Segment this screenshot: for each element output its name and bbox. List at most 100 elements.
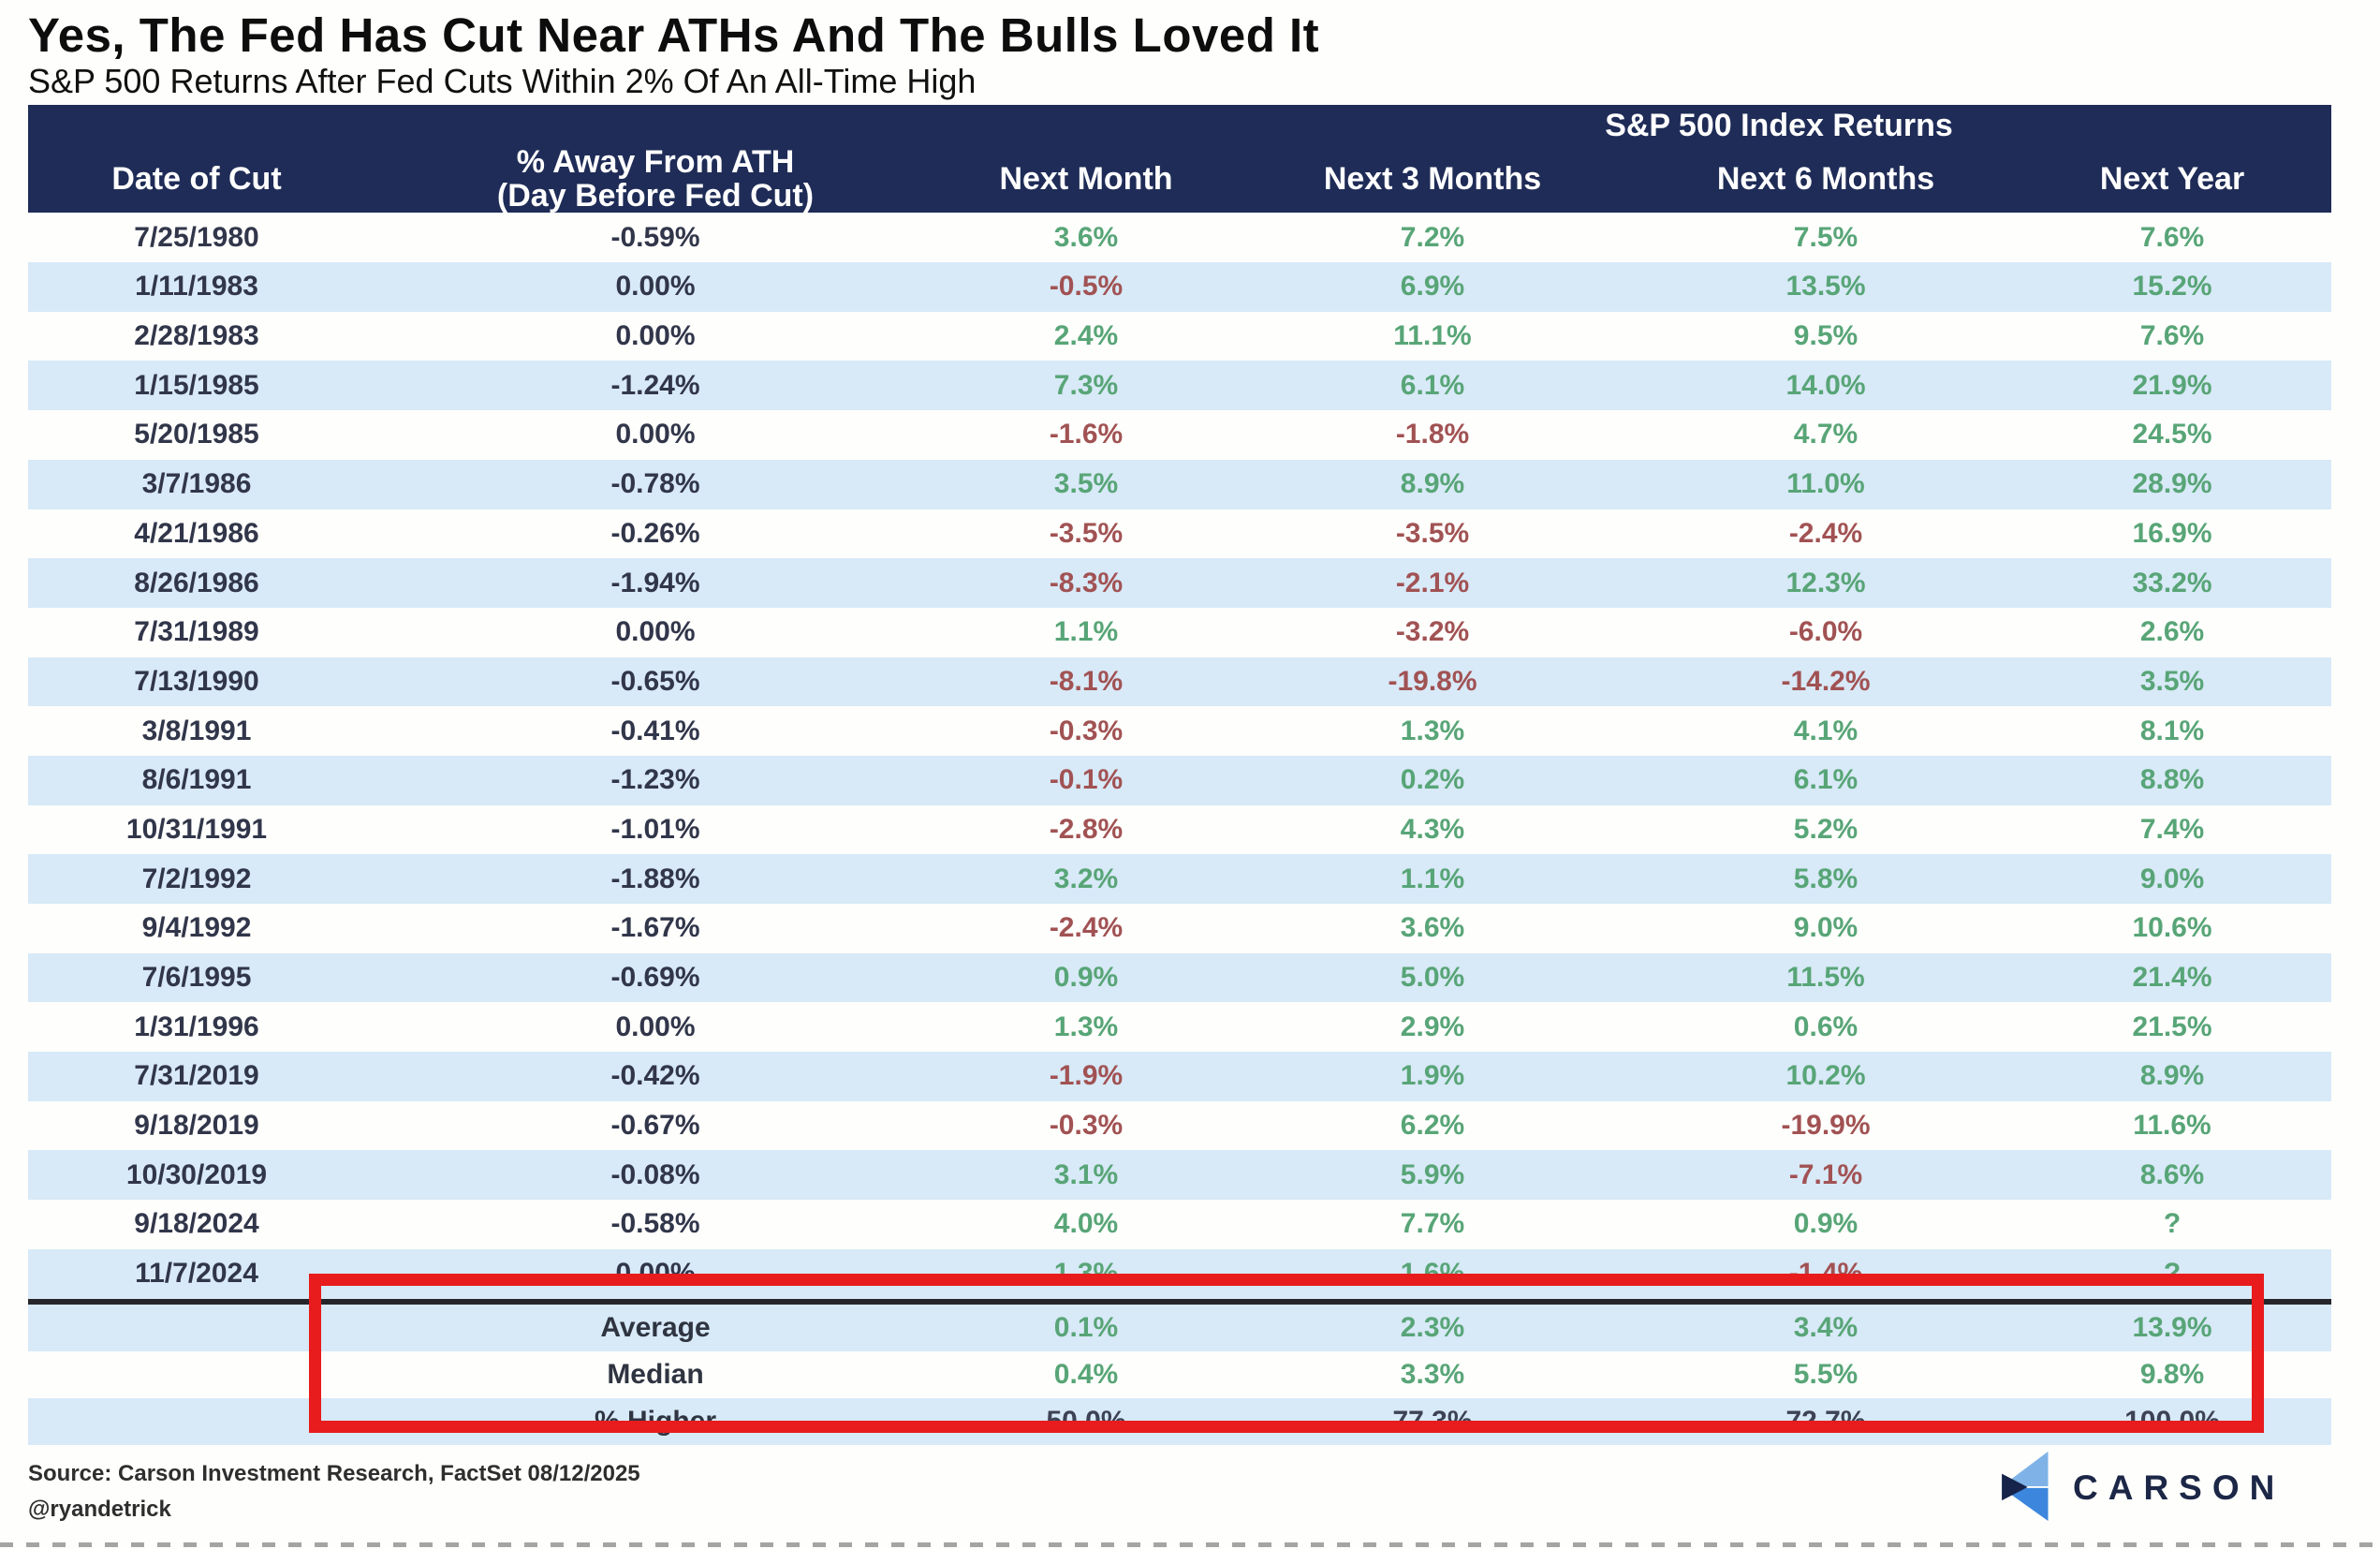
- return-cell: 13.5%: [1638, 262, 2013, 312]
- return-cell: 7.5%: [1793, 221, 1858, 253]
- table-row: 1/31/1996 0.00% 1.3% 2.9% 0.6% 21.5%: [28, 1002, 2331, 1052]
- bottom-dashed-line: [0, 1542, 2380, 1547]
- away-from-ath-cell: -1.67%: [610, 912, 700, 944]
- return-cell: 7.7%: [1400, 1208, 1465, 1240]
- return-cell: -2.8%: [1049, 813, 1124, 845]
- return-cell: 9.5%: [1793, 320, 1858, 352]
- author-handle: @ryandetrick: [28, 1497, 171, 1522]
- return-cell: -0.1%: [946, 755, 1227, 805]
- return-cell: 11.1%: [1393, 320, 1472, 352]
- return-cell: 0.9%: [1793, 1208, 1858, 1240]
- summary-spacer-cell: [28, 1397, 365, 1445]
- date-cell: 7/2/1992: [28, 854, 365, 904]
- return-cell: -2.1%: [1227, 558, 1638, 608]
- summary-value-cell: 5.5%: [1793, 1358, 1858, 1390]
- return-cell: 1.1%: [1053, 616, 1119, 648]
- away-from-ath-cell: -0.41%: [610, 715, 700, 746]
- date-cell: 7/31/2019: [28, 1052, 365, 1101]
- table-row: 7/31/1989 0.00% 1.1% -3.2% -6.0% 2.6%: [28, 608, 2331, 657]
- return-cell: 8.6%: [2013, 1150, 2332, 1201]
- carson-chevron-icon: [1994, 1450, 2049, 1526]
- return-cell: -1.6%: [1049, 419, 1124, 450]
- away-from-ath-cell: -0.78%: [365, 459, 946, 509]
- return-cell: -2.4%: [1049, 912, 1124, 944]
- return-cell: 5.2%: [1793, 813, 1858, 845]
- away-from-ath-cell: 0.00%: [365, 1248, 946, 1302]
- summary-label: % Higher: [365, 1397, 946, 1445]
- return-cell: 7.6%: [2139, 320, 2205, 352]
- carson-logo-text: CARSON: [2073, 1468, 2285, 1507]
- summary-value-cell: 100.0%: [2013, 1397, 2332, 1445]
- return-cell: 7.6%: [2139, 221, 2205, 253]
- group-header-spacer: [28, 105, 1227, 146]
- summary-value-cell: 13.9%: [2013, 1298, 2332, 1351]
- group-header-row: S&P 500 Index Returns: [28, 105, 2332, 146]
- return-cell: 0.2%: [1227, 755, 1638, 805]
- return-cell: -6.0%: [1788, 616, 1863, 648]
- table-row: 11/7/2024 0.00% 1.3% 1.6% -1.4%?: [28, 1248, 2332, 1302]
- summary-label: Median: [607, 1358, 704, 1390]
- return-cell: 1.6%: [1227, 1248, 1638, 1302]
- return-cell: 1.9%: [1227, 1052, 1638, 1101]
- away-from-ath-cell: 0.00%: [615, 616, 696, 648]
- return-cell: 8.9%: [1227, 459, 1638, 509]
- date-cell: 5/20/1985: [134, 419, 259, 450]
- summary-row: Average 0.1% 2.3% 3.4% 13.9%: [28, 1298, 2332, 1351]
- table-row: 7/31/2019 -0.42% -1.9% 1.9% 10.2% 8.9%: [28, 1052, 2332, 1101]
- return-cell: 5.8%: [1638, 854, 2013, 904]
- return-cell: 24.5%: [2132, 419, 2212, 450]
- table-row: 1/11/1983 0.00% -0.5% 6.9% 13.5% 15.2%: [28, 262, 2332, 312]
- date-cell: 9/18/2024: [134, 1208, 259, 1240]
- return-cell: -19.8%: [1227, 656, 1638, 707]
- return-cell: -1.8%: [1395, 419, 1470, 450]
- away-from-ath-cell: -0.08%: [365, 1150, 946, 1201]
- table-row: 10/30/2019 -0.08% 3.1% 5.9% -7.1% 8.6%: [28, 1150, 2332, 1201]
- return-cell: 2.6%: [2139, 616, 2205, 648]
- return-cell: ?: [2013, 1248, 2332, 1302]
- table-row: 4/21/1986 -0.26% -3.5% -3.5% -2.4% 16.9%: [28, 509, 2331, 559]
- return-cell: 4.7%: [1793, 419, 1858, 450]
- date-cell: 1/31/1996: [134, 1011, 259, 1042]
- summary-value-cell: 0.4%: [1053, 1358, 1119, 1390]
- away-from-ath-cell: 0.00%: [615, 419, 696, 450]
- return-cell: 3.5%: [2013, 656, 2332, 707]
- return-cell: 21.5%: [2132, 1011, 2212, 1042]
- return-cell: 10.6%: [2132, 912, 2212, 944]
- return-cell: 0.9%: [946, 952, 1227, 1003]
- date-cell: 8/26/1986: [28, 558, 365, 608]
- table-row: 1/15/1985 -1.24% 7.3% 6.1% 14.0% 21.9%: [28, 361, 2332, 411]
- return-cell: 8.9%: [2013, 1052, 2332, 1101]
- summary-label: Average: [365, 1298, 946, 1351]
- return-cell: 4.3%: [1400, 813, 1465, 845]
- column-header-row: Date of Cut % Away From ATH (Day Before …: [28, 146, 2332, 214]
- date-cell: 8/6/1991: [28, 755, 365, 805]
- summary-value-cell: 3.4%: [1638, 1298, 2013, 1351]
- return-cell: ?: [2163, 1208, 2182, 1240]
- return-cell: 6.1%: [1227, 361, 1638, 411]
- summary-value-cell: 0.1%: [946, 1298, 1227, 1351]
- date-cell: 10/31/1991: [125, 813, 268, 845]
- group-header-label: S&P 500 Index Returns: [1227, 105, 2332, 146]
- table-row: 7/25/1980 -0.59% 3.6% 7.2% 7.5% 7.6%: [28, 213, 2331, 262]
- return-cell: 8.1%: [2139, 715, 2205, 746]
- away-from-ath-cell: -0.69%: [365, 952, 946, 1003]
- table-row: 9/4/1992 -1.67% -2.4% 3.6% 9.0% 10.6%: [28, 904, 2331, 953]
- return-cell: 3.2%: [946, 854, 1227, 904]
- away-from-ath-cell: -1.24%: [365, 361, 946, 411]
- return-cell: 15.2%: [2013, 262, 2332, 312]
- table-row: 9/18/2019 -0.67% -0.3% 6.2% -19.9% 11.6%: [28, 1101, 2331, 1151]
- return-cell: -3.5%: [1395, 517, 1470, 549]
- source-text: Source: Carson Investment Research, Fact…: [28, 1461, 640, 1486]
- table-row: 9/18/2024 -0.58% 4.0% 7.7% 0.9%?: [28, 1200, 2331, 1249]
- return-cell: 1.3%: [1400, 715, 1465, 746]
- returns-table: S&P 500 Index Returns Date of Cut % Away…: [28, 105, 2332, 1445]
- summary-value-cell: 2.3%: [1227, 1298, 1638, 1351]
- summary-value-cell: 72.7%: [1638, 1397, 2013, 1445]
- return-cell: 12.3%: [1638, 558, 2013, 608]
- col-header-next-year: Next Year: [2013, 146, 2332, 214]
- table-row: 7/13/1990 -0.65% -8.1% -19.8% -14.2% 3.5%: [28, 656, 2332, 707]
- return-cell: -3.5%: [1049, 517, 1124, 549]
- away-from-ath-cell: -1.88%: [365, 854, 946, 904]
- summary-row: Median 0.4% 3.3% 5.5% 9.8%: [28, 1351, 2331, 1398]
- date-cell: 2/28/1983: [134, 320, 259, 352]
